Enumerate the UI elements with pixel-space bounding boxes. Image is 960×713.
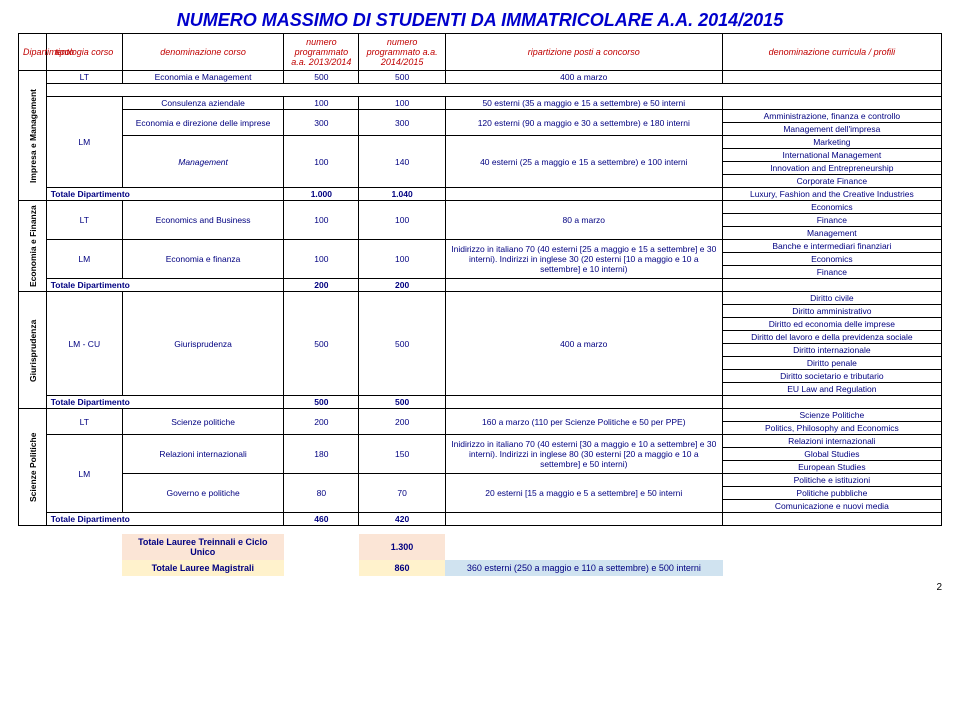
head-dip: Dipartimento bbox=[19, 34, 47, 71]
table-row: Totale Lauree Treinnali e Ciclo Unico 1.… bbox=[18, 534, 942, 560]
table-row: Totale Dipartimento 1.000 1.040 Luxury, … bbox=[19, 188, 942, 201]
head-p14: numero programmato a.a. 2014/2015 bbox=[359, 34, 446, 71]
main-table: Dipartimento tipologia corso denominazio… bbox=[18, 33, 942, 526]
head-den: denominazione corso bbox=[122, 34, 284, 71]
page-number: 2 bbox=[18, 582, 942, 593]
dept-label: Scienze Politiche bbox=[19, 409, 47, 526]
table-row: Economia e direzione delle imprese 300 3… bbox=[19, 110, 942, 123]
table-row: LM Consulenza aziendale 100 100 50 ester… bbox=[19, 97, 942, 110]
head-cur: denominazione curricula / profili bbox=[722, 34, 941, 71]
page-title: NUMERO MASSIMO DI STUDENTI DA IMMATRICOL… bbox=[18, 10, 942, 31]
head-rip: ripartizione posti a concorso bbox=[445, 34, 722, 71]
dept-label: Impresa e Management bbox=[19, 71, 47, 201]
head-p13: numero programmato a.a. 2013/2014 bbox=[284, 34, 359, 71]
dept-label: Giurisprudenza bbox=[19, 292, 47, 409]
head-tip: tipologia corso bbox=[46, 34, 122, 71]
table-row: Impresa e Management LT Economia e Manag… bbox=[19, 71, 942, 84]
footer-table: Totale Lauree Treinnali e Ciclo Unico 1.… bbox=[18, 534, 942, 576]
table-row: Totale Lauree Magistrali 860 360 esterni… bbox=[18, 560, 942, 576]
table-row bbox=[19, 84, 942, 97]
dept-label: Economia e Finanza bbox=[19, 201, 47, 292]
